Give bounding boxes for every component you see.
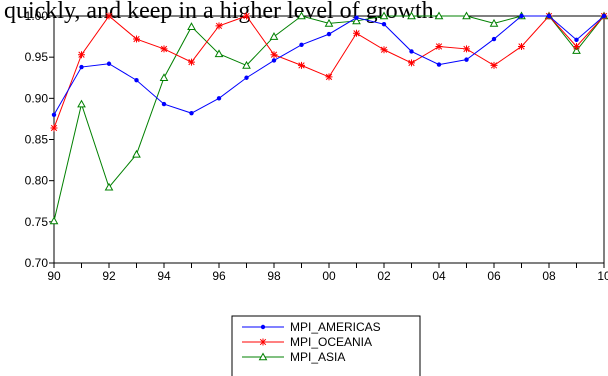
data-point bbox=[215, 22, 223, 30]
data-point bbox=[49, 216, 59, 225]
x-tick-label: 90 bbox=[47, 269, 61, 283]
y-axis: 0.70 0.75 0.80 0.85 0.90 0.95 1.00 bbox=[25, 9, 54, 270]
data-point bbox=[78, 51, 85, 59]
data-point bbox=[216, 96, 222, 101]
x-axis: 90 92 94 96 98 00 02 04 06 08 10 bbox=[47, 263, 608, 283]
data-point bbox=[573, 42, 580, 50]
data-point bbox=[354, 15, 359, 20]
legend-marker bbox=[258, 352, 268, 361]
data-point bbox=[133, 35, 140, 43]
data-point bbox=[462, 11, 471, 20]
x-tick-label: 92 bbox=[102, 269, 116, 283]
data-point bbox=[601, 13, 607, 19]
data-point bbox=[106, 61, 112, 66]
plot-frame bbox=[53, 15, 605, 264]
data-point bbox=[518, 42, 525, 50]
data-point bbox=[407, 11, 416, 20]
data-point bbox=[490, 61, 498, 69]
legend-entry: MPI_ASIA bbox=[242, 350, 345, 364]
data-point bbox=[326, 31, 332, 37]
x-tick-label: 06 bbox=[487, 269, 501, 283]
data-point bbox=[546, 13, 552, 19]
legend-label: MPI_OCEANIA bbox=[290, 335, 372, 349]
data-point bbox=[188, 58, 195, 66]
data-point bbox=[51, 112, 57, 118]
data-point bbox=[189, 110, 194, 116]
data-point bbox=[134, 78, 139, 83]
data-point bbox=[380, 46, 388, 54]
data-point bbox=[50, 124, 58, 132]
data-point bbox=[572, 46, 581, 54]
x-tick-label: 04 bbox=[432, 269, 446, 283]
data-point bbox=[271, 58, 277, 63]
data-point bbox=[353, 29, 360, 37]
y-tick-label: 0.75 bbox=[25, 215, 49, 229]
y-tick-label: 0.80 bbox=[25, 174, 49, 188]
x-tick-label: 94 bbox=[157, 269, 171, 283]
y-tick-label: 0.85 bbox=[25, 133, 49, 147]
data-point bbox=[104, 182, 114, 191]
data-point bbox=[187, 22, 196, 31]
data-point bbox=[409, 49, 414, 54]
series-mpi-asia bbox=[49, 11, 608, 225]
data-point bbox=[491, 36, 497, 42]
data-point bbox=[297, 11, 306, 20]
data-point bbox=[464, 57, 469, 62]
data-point bbox=[379, 11, 389, 20]
y-tick-label: 0.95 bbox=[25, 50, 49, 64]
x-tick-label: 96 bbox=[212, 269, 226, 283]
data-point bbox=[352, 16, 361, 25]
series-mpi-americas bbox=[51, 13, 607, 118]
data-point bbox=[519, 13, 524, 19]
data-point bbox=[105, 12, 113, 20]
data-point bbox=[489, 18, 499, 27]
data-point bbox=[436, 62, 442, 67]
y-tick-label: 0.90 bbox=[25, 91, 49, 105]
data-point bbox=[161, 101, 167, 107]
legend-marker bbox=[260, 324, 266, 330]
data-point bbox=[463, 45, 470, 53]
data-point bbox=[324, 18, 334, 27]
data-point bbox=[79, 64, 84, 70]
series-line bbox=[53, 15, 605, 116]
legend-entry: MPI_AMERICAS bbox=[242, 320, 381, 334]
data-point bbox=[434, 11, 444, 20]
caption-text: quickly, and keep in a higher level of g… bbox=[4, 0, 440, 24]
data-point bbox=[242, 60, 251, 69]
data-point bbox=[574, 37, 579, 43]
data-point bbox=[244, 75, 249, 80]
data-point bbox=[159, 73, 169, 82]
data-point bbox=[243, 12, 250, 20]
data-point bbox=[214, 49, 224, 58]
data-point bbox=[408, 59, 415, 67]
series-layer bbox=[49, 11, 608, 225]
data-point bbox=[381, 22, 387, 27]
data-point bbox=[160, 45, 168, 53]
legend-label: MPI_ASIA bbox=[290, 350, 345, 364]
x-tick-label: 00 bbox=[322, 269, 336, 283]
legend-entry: MPI_OCEANIA bbox=[242, 335, 372, 349]
y-tick-label: 0.70 bbox=[25, 256, 49, 270]
x-tick-label: 10 bbox=[597, 269, 608, 283]
data-point bbox=[77, 99, 86, 108]
x-tick-label: 98 bbox=[267, 269, 281, 283]
data-point bbox=[132, 149, 141, 158]
data-point bbox=[435, 42, 443, 50]
data-point bbox=[299, 42, 304, 48]
data-point bbox=[269, 32, 279, 40]
data-point bbox=[325, 73, 333, 81]
x-tick-label: 02 bbox=[377, 269, 391, 283]
legend-label: MPI_AMERICAS bbox=[290, 320, 381, 334]
x-tick-label: 08 bbox=[542, 269, 556, 283]
series-mpi-oceania bbox=[50, 12, 608, 132]
data-point bbox=[270, 51, 278, 59]
legend-marker bbox=[259, 338, 267, 346]
data-point bbox=[298, 61, 305, 69]
y-tick-label: 1.00 bbox=[25, 9, 49, 23]
